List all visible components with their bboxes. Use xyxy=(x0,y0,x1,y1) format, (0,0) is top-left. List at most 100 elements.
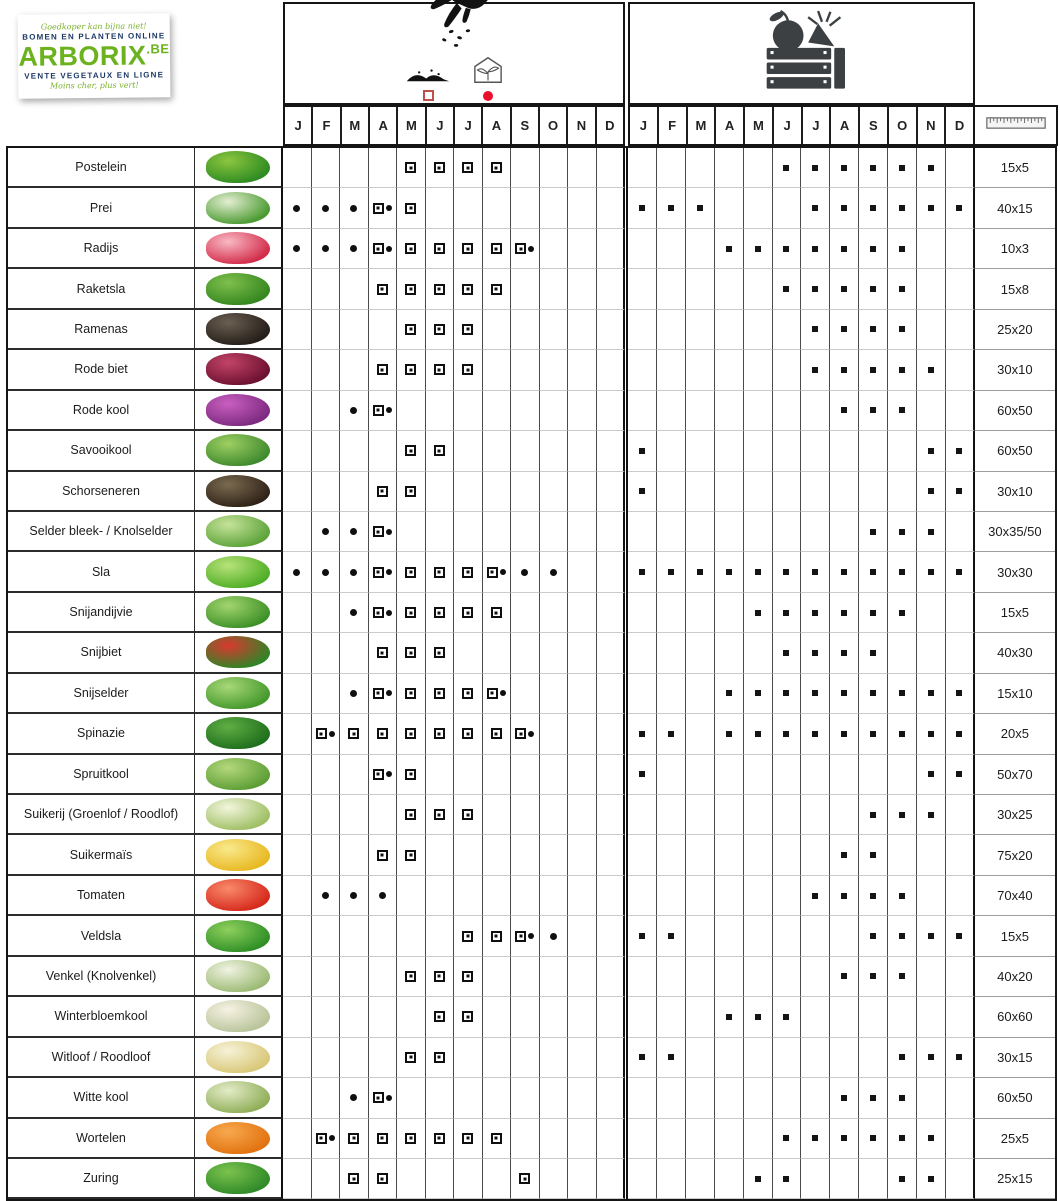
harvest-marker xyxy=(638,447,645,454)
sow-cell xyxy=(596,997,625,1038)
sow-cell xyxy=(482,471,511,512)
sow-outdoor-marker xyxy=(433,1051,445,1063)
sow-cell xyxy=(397,997,426,1038)
harvest-cell xyxy=(772,471,802,512)
sow-cell xyxy=(283,997,312,1038)
plant-spacing: 20x5 xyxy=(974,714,1055,755)
group-divider xyxy=(625,673,628,715)
sow-cell xyxy=(425,1078,454,1119)
sow-cell xyxy=(340,916,369,957)
harvest-cell xyxy=(628,835,657,876)
sow-cell xyxy=(596,1078,625,1119)
sow-cell xyxy=(283,1158,312,1200)
sow-cell xyxy=(397,188,426,229)
harvest-cell xyxy=(945,835,975,876)
sow-cell xyxy=(425,511,454,553)
sow-cell xyxy=(539,714,568,755)
sow-cell xyxy=(511,916,540,957)
sow-cell xyxy=(568,1158,597,1200)
harvest-marker xyxy=(783,690,790,697)
sow-cell xyxy=(425,228,454,270)
sow-cell xyxy=(311,1118,340,1159)
sow-cell xyxy=(397,754,426,795)
harvest-marker xyxy=(899,609,906,616)
sow-cell xyxy=(511,633,540,674)
harvest-marker xyxy=(638,1054,645,1061)
sowing-column-group-header xyxy=(283,0,625,105)
logo-brand: ARBORIX.BE xyxy=(18,40,169,71)
harvest-cell xyxy=(830,228,860,270)
group-divider xyxy=(625,188,628,229)
sow-cell xyxy=(454,309,483,351)
harvest-cell xyxy=(714,1078,744,1119)
harvest-cell xyxy=(945,1158,975,1200)
sow-cell xyxy=(511,835,540,876)
sow-cell xyxy=(568,714,597,755)
harvest-cell xyxy=(859,269,889,310)
harvest-marker xyxy=(841,164,848,171)
harvest-marker xyxy=(870,852,877,859)
sow-cell xyxy=(539,633,568,674)
harvest-marker xyxy=(841,205,848,212)
vegetable-name: Ramenas xyxy=(8,309,195,351)
harvest-cell xyxy=(801,795,831,836)
sow-outdoor-marker xyxy=(405,323,417,335)
sow-cell xyxy=(539,431,568,472)
sow-cell xyxy=(482,228,511,270)
sow-indoor-marker xyxy=(350,245,358,253)
harvest-marker xyxy=(956,447,963,454)
sow-outdoor-marker xyxy=(462,809,474,821)
harvest-cell xyxy=(656,1118,686,1159)
sow-cell xyxy=(397,956,426,998)
sow-cell xyxy=(511,795,540,836)
sow-outdoor-marker xyxy=(376,647,388,659)
group-divider xyxy=(625,916,628,957)
harvest-cell xyxy=(917,592,946,634)
harvest-cell xyxy=(945,1118,975,1159)
harvest-cell xyxy=(656,633,686,674)
group-divider xyxy=(625,795,628,836)
harvest-cell xyxy=(772,835,802,876)
vegetable-photo-blob xyxy=(206,919,270,952)
harvest-cell xyxy=(859,552,889,593)
harvest-cell xyxy=(830,997,860,1038)
sow-cell xyxy=(539,390,568,432)
harvest-marker xyxy=(667,933,674,940)
sow-cell xyxy=(340,431,369,472)
vegetable-photo-blob xyxy=(206,636,270,669)
sow-cell xyxy=(311,714,340,755)
harvest-cell xyxy=(917,673,946,715)
harvest-marker xyxy=(667,205,674,212)
harvest-cell xyxy=(859,350,889,391)
harvest-marker xyxy=(783,730,790,737)
sow-cell xyxy=(482,754,511,795)
plant-spacing: 30x10 xyxy=(974,350,1055,391)
harvest-cell xyxy=(685,835,715,876)
sow-indoor-marker xyxy=(350,204,358,212)
sow-cell xyxy=(596,754,625,795)
harvest-cell xyxy=(801,148,831,189)
sow-cell xyxy=(340,309,369,351)
harvest-marker xyxy=(754,1175,761,1182)
harvest-cell xyxy=(830,511,860,553)
plant-spacing: 30x35/50 xyxy=(974,512,1055,553)
harvest-marker xyxy=(783,1175,790,1182)
sow-outdoor-marker xyxy=(462,930,474,942)
harvest-marker xyxy=(956,205,963,212)
vegetable-photo-blob xyxy=(206,1000,270,1033)
harvest-cell xyxy=(830,956,860,998)
harvest-cell xyxy=(714,1037,744,1079)
sow-cell xyxy=(283,228,312,270)
sow-cell xyxy=(596,795,625,836)
harvest-marker xyxy=(812,892,819,899)
sow-cell xyxy=(425,754,454,795)
vegetable-name: Spinazie xyxy=(8,714,195,755)
harvest-cell xyxy=(714,350,744,391)
vegetable-name: Selder bleek- / Knolselder xyxy=(8,511,195,553)
harvest-cell xyxy=(772,1037,802,1079)
harvest-marker xyxy=(841,1094,848,1101)
sow-outdoor-marker xyxy=(433,809,445,821)
harvest-cell xyxy=(888,916,918,957)
harvest-cell xyxy=(830,875,860,917)
harvest-marker xyxy=(870,245,877,252)
